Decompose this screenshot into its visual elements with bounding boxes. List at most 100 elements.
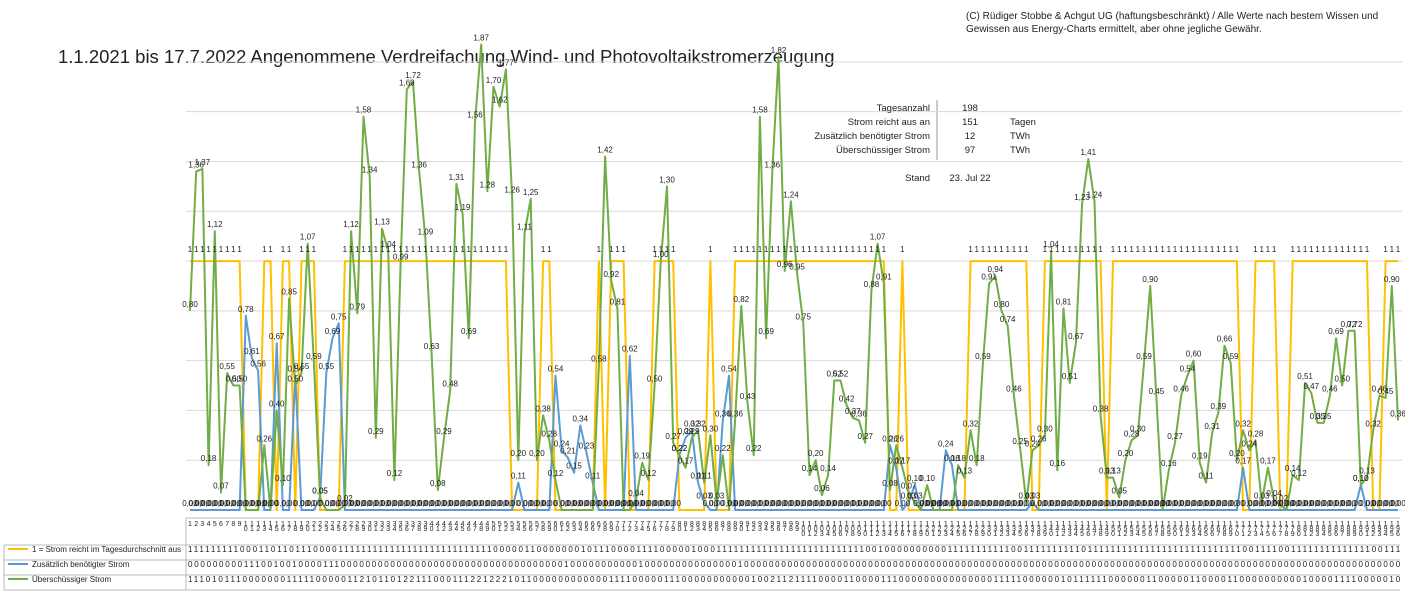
x-tick-label: 61 [558,521,565,531]
data-label: 0,00 [1173,499,1189,508]
x-tick-label: 59 [546,521,553,531]
x-tick-label: 40 [428,521,435,531]
data-label: 0,08 [430,479,446,488]
data-label: 0,00 [857,499,873,508]
data-label: 1 [1359,245,1364,254]
data-label: 1 [857,245,862,254]
data-label: 0,02 [1273,494,1289,503]
data-label: 0,00 [1180,499,1196,508]
data-label: 1 [1049,245,1054,254]
x-tick-label: 50 [490,521,497,531]
x-tick-label: 138 [1035,521,1042,536]
data-label: 1 [1266,245,1271,254]
data-label: 0,00 [492,499,508,508]
data-label: 1,42 [597,145,613,154]
data-label: 0,00 [1031,499,1047,508]
x-tick-label: 41 [434,521,441,531]
data-label: 0,00 [957,499,973,508]
x-tick-label: 176 [1271,521,1278,536]
x-tick-label: 102 [812,521,819,536]
x-tick-label: 149 [1103,521,1110,536]
data-label: 0,00 [362,499,378,508]
data-label: 1,04 [380,240,396,249]
series-line [190,260,1398,511]
data-label: 1 [194,245,199,254]
data-label: 0,00 [913,499,929,508]
x-tick-label: 193 [1376,521,1383,536]
data-label: 1 [1315,245,1320,254]
table-row: 1110101110000000111110000011210110122111… [188,575,1401,584]
data-label: 1,30 [659,175,675,184]
data-label: 1,09 [418,228,434,237]
data-label: 0,18 [969,454,985,463]
x-tick-label: 170 [1233,521,1240,536]
x-tick-label: 161 [1178,521,1185,536]
data-label: 1 [1061,245,1066,254]
data-label: 1,31 [449,173,465,182]
data-label: 0,00 [343,499,359,508]
x-tick-label: 5 [211,521,218,526]
data-label: 0,82 [734,295,750,304]
data-label: 0,00 [703,499,719,508]
x-tick-label: 166 [1209,521,1216,536]
data-label: 0,00 [950,499,966,508]
x-tick-label: 117 [905,521,912,536]
x-tick-label: 132 [998,521,1005,536]
data-label: 0,00 [963,499,979,508]
data-label: 0,69 [325,327,341,336]
data-label: 1 [820,245,825,254]
data-label: 1 [1396,245,1401,254]
data-label: 0,00 [1328,499,1344,508]
data-label: 0,00 [529,499,545,508]
series-line [189,43,1399,511]
data-label: 0,00 [851,499,867,508]
x-tick-label: 76 [651,521,658,531]
x-tick-label: 7 [224,521,231,526]
x-tick-label: 74 [639,521,646,531]
x-tick-label: 116 [899,521,906,536]
data-label: 1 [1328,245,1333,254]
data-label: 1 [287,245,292,254]
data-label: 1 [826,245,831,254]
data-label: 0,00 [572,499,588,508]
data-label: 1 [875,245,880,254]
data-label: 0,00 [368,499,384,508]
data-label: 0,00 [610,499,626,508]
data-label: 1,26 [504,185,520,194]
x-tick-label: 186 [1333,521,1340,536]
data-label: 0,18 [944,454,960,463]
x-tick-label: 72 [626,521,633,531]
x-tick-label: 46 [465,521,472,531]
data-label: 0,00 [1049,499,1065,508]
data-label: 0,00 [1254,499,1270,508]
data-label: 0,00 [238,499,254,508]
data-label: 0,00 [517,499,533,508]
data-label: 0,34 [572,414,588,423]
data-label: 1 [1142,245,1147,254]
data-label: 1 [1111,245,1116,254]
x-tick-label: 196 [1395,521,1402,536]
data-label: 0,00 [1334,499,1350,508]
data-label: 0,03 [907,492,923,501]
data-label: 1 [1297,245,1302,254]
x-tick-label: 157 [1153,521,1160,536]
data-label: 1,62 [492,96,508,105]
data-label: 1 [652,245,657,254]
data-label: 1 [473,245,478,254]
data-label: 0,00 [1006,499,1022,508]
data-label: 0,75 [796,312,812,321]
data-label: 0,29 [684,427,700,436]
x-tick-label: 9 [236,521,243,526]
data-label: 0,00 [1384,499,1400,508]
x-tick-label: 88 [725,521,732,531]
x-tick-label: 187 [1339,521,1346,536]
data-label: 0,32 [684,419,700,428]
data-label: 1,07 [870,233,886,242]
x-tick-label: 158 [1159,521,1166,536]
data-label: 0,26 [1031,434,1047,443]
data-label: 0,00 [616,499,632,508]
x-tick-label: 35 [397,521,404,531]
data-label: 0,00 [913,499,929,508]
info-label: Strom reicht aus an [848,117,930,128]
data-label: 1 [343,245,348,254]
